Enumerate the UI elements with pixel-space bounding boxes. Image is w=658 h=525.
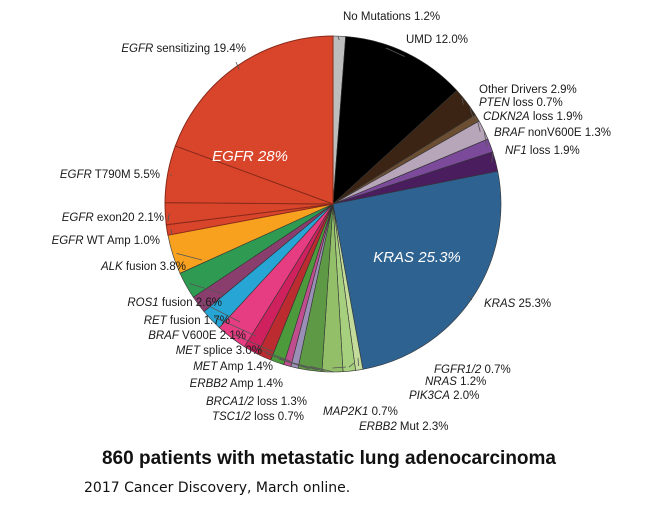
slice-label-25: EGFR sensitizing 19.4%	[121, 43, 246, 55]
leader-line-11	[310, 366, 335, 373]
slice-label-22: EGFR WT Amp 1.0%	[52, 235, 160, 247]
chart-subtitle: 2017 Cancer Discovery, March online.	[84, 480, 351, 496]
slice-label-0: No Mutations 1.2%	[343, 11, 440, 23]
leader-line-22	[170, 229, 173, 236]
slice-label-3: PTEN loss 0.7%	[479, 97, 563, 109]
slice-label-21: ALK fusion 3.8%	[100, 261, 186, 273]
leader-line-3	[469, 107, 475, 121]
leader-line-9	[348, 362, 355, 368]
slice-label-15: ERBB2 Amp 1.4%	[190, 378, 283, 390]
slice-label-12: MAP2K1 0.7%	[323, 406, 398, 418]
slice-label-8: FGFR1/2 0.7%	[434, 364, 511, 376]
pie-slice-25	[174, 35, 334, 205]
leader-line-23	[167, 213, 170, 222]
slice-label-11: ERBB2 Mut 2.3%	[359, 421, 449, 433]
slice-label-16: MET Amp 1.4%	[193, 361, 273, 373]
slice-label-17: MET splice 3.0%	[176, 345, 262, 357]
slice-label-5: BRAF nonV600E 1.3%	[494, 127, 611, 139]
leader-line-7	[468, 296, 473, 301]
slice-label-19: RET fusion 1.7%	[144, 315, 230, 327]
slice-label-4: CDKN2A loss 1.9%	[483, 111, 583, 123]
leader-line-16	[252, 346, 291, 362]
slice-label-7: KRAS 25.3%	[484, 298, 551, 310]
leader-line-19	[201, 301, 241, 323]
slice-labels: No Mutations 1.2% UMD 12.0% Other Drivers …	[52, 11, 611, 433]
leader-line-18	[214, 316, 257, 337]
leader-lines	[167, 35, 494, 373]
leader-line-8	[357, 357, 359, 367]
leader-line-25	[235, 61, 240, 70]
leader-line-5	[483, 129, 488, 147]
slice-label-18: BRAF V600E 2.1%	[148, 330, 246, 342]
leader-line-17	[233, 334, 275, 353]
pie-slice-1	[332, 36, 458, 205]
leader-line-1	[385, 47, 405, 57]
kras-inner-label: KRAS 25.3%	[373, 249, 461, 266]
leader-line-2	[461, 97, 464, 105]
leader-line-4	[476, 118, 481, 132]
slice-label-2: Other Drivers 2.9%	[479, 84, 577, 96]
slice-label-14: BRCA1/2 loss 1.3%	[206, 396, 307, 408]
pie-slices	[164, 35, 502, 373]
leader-line-24	[169, 174, 172, 177]
leader-line-15	[265, 353, 300, 366]
slice-label-9: NRAS 1.2%	[425, 376, 486, 388]
chart-title: 860 patients with metastatic lung adenoc…	[101, 448, 556, 469]
leader-line-20	[189, 283, 225, 295]
slice-label-13: TSC1/2 loss 0.7%	[212, 411, 304, 423]
slice-label-6: NF1 loss 1.9%	[505, 145, 580, 157]
leader-line-10	[332, 366, 347, 369]
egfr-total-label: EGFR 28%	[212, 148, 288, 165]
slice-label-10: PIK3CA 2.0%	[409, 390, 479, 402]
leader-line-6	[491, 151, 494, 163]
leader-line-21	[176, 253, 203, 261]
inner-labels: EGFR 28% KRAS 25.3%	[212, 148, 461, 266]
slice-label-24: EGFR T790M 5.5%	[60, 169, 160, 181]
leader-line-14	[278, 358, 311, 370]
leader-line-0	[337, 35, 340, 41]
slice-label-23: EGFR exon20 2.1%	[62, 212, 164, 224]
slice-label-20: ROS1 fusion 2.6%	[127, 297, 222, 309]
pie-slice-7	[332, 170, 502, 370]
slice-label-1: UMD 12.0%	[406, 34, 468, 46]
